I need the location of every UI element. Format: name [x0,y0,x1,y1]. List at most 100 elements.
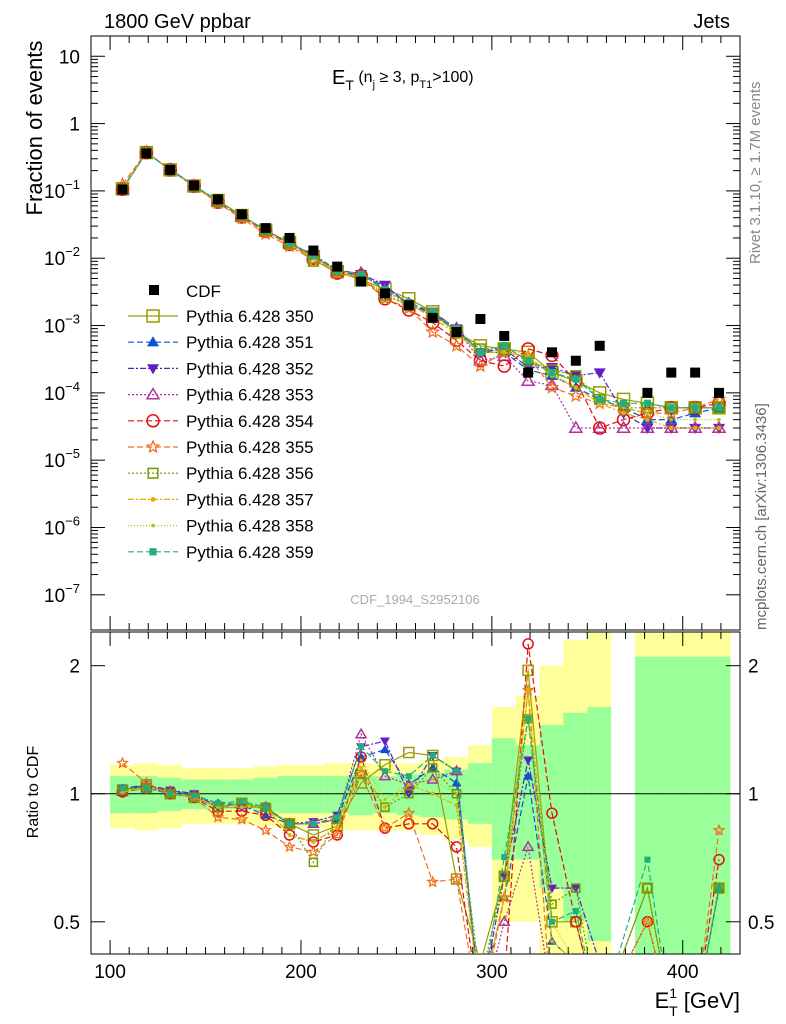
marker [571,958,581,967]
marker [453,768,460,775]
cdf-point [642,387,653,398]
marker [574,961,578,965]
marker [147,467,159,479]
marker [667,404,675,412]
y-tick-label: 10−5 [44,446,80,472]
marker [404,788,414,799]
marker [403,790,414,799]
marker [520,373,536,386]
cdf-point [356,276,367,287]
marker [621,410,626,416]
marker [523,714,533,724]
marker [596,395,604,403]
marker [311,840,315,844]
legend: CDF Pythia 6.428 350 Pythia 6.428 351 Pythi… [128,282,314,562]
marker [307,829,320,841]
y-tick-label: 10−4 [44,379,80,405]
marker [642,958,652,967]
ratio-band-inner [491,738,516,860]
y-tick-label: 10 [59,47,80,68]
marker [596,1012,604,1020]
marker [378,821,392,834]
marker [592,421,607,435]
legend-item-3: Pythia 6.428 352 [128,359,314,378]
marker [663,420,679,433]
ratio-y-label: Ratio to CDF [25,746,42,839]
marker [211,810,225,823]
marker [191,792,198,799]
marker [690,1013,700,1022]
cdf-point [260,223,271,234]
header-right: Jets [693,11,730,33]
marker [644,856,651,863]
cdf-point [570,355,581,366]
cdf-point [284,232,295,243]
marker [640,420,655,433]
marker [475,999,485,1008]
marker [451,777,462,787]
ratio-uncertainty-bands [110,632,731,954]
marker [574,962,577,965]
marker [475,1011,485,1021]
marker [595,1011,605,1020]
marker [716,425,722,431]
marker [643,399,652,407]
marker [546,884,557,894]
legend-item-4: Pythia 6.428 353 [128,386,314,405]
marker [716,885,723,892]
marker [403,818,415,830]
marker [714,883,724,893]
marker [145,439,161,454]
marker [668,425,674,431]
marker [687,420,703,433]
rivet-label: Rivet 3.1.10, ≥ 1.7M events [747,82,764,265]
cdf-point [236,209,247,220]
marker [382,805,387,810]
marker [502,350,507,355]
marker [381,768,388,775]
cdf-point [451,327,462,338]
marker [426,773,439,784]
ratio-y-tick-label: 0.5 [54,913,80,934]
marker [260,810,271,819]
series-line [121,151,720,429]
marker [642,1013,652,1022]
marker [711,420,727,433]
legend-marker-cdf [149,285,159,295]
marker [147,364,159,375]
marker [694,1015,697,1018]
marker [235,812,249,825]
marker [334,814,341,821]
marker [476,1011,486,1020]
x-tick-label: 100 [94,962,126,983]
marker [402,806,416,819]
marker [645,411,650,415]
ratio-band-inner [277,776,301,814]
marker [451,788,462,799]
legend-label: Pythia 6.428 357 [186,490,314,509]
ratio-y-tick-label: 2 [69,657,80,678]
legend-item-8: Pythia 6.428 357 [128,490,314,509]
legend-item-7: Pythia 6.428 356 [128,464,314,483]
marker [455,792,459,796]
marker [717,417,721,422]
marker [546,807,558,819]
marker [548,368,556,377]
main-y-axis: 10−7 10−6 10−5 10−4 10−3 10−2 10−1 1 10 [44,47,740,607]
y-tick-label: 10−1 [44,177,80,203]
legend-label: Pythia 6.428 358 [186,517,314,536]
cdf-point [475,314,486,325]
ratio-series-6 [116,683,726,1020]
marker [149,548,157,556]
ratio-band-inner [635,656,659,954]
cdf-point [499,330,510,341]
marker [598,1014,602,1018]
marker [429,308,437,316]
marker [593,368,606,379]
marker [143,785,150,792]
ratio-band-inner [515,745,540,860]
marker [645,417,650,423]
marker [547,899,557,909]
marker [568,388,584,403]
marker [430,791,435,796]
